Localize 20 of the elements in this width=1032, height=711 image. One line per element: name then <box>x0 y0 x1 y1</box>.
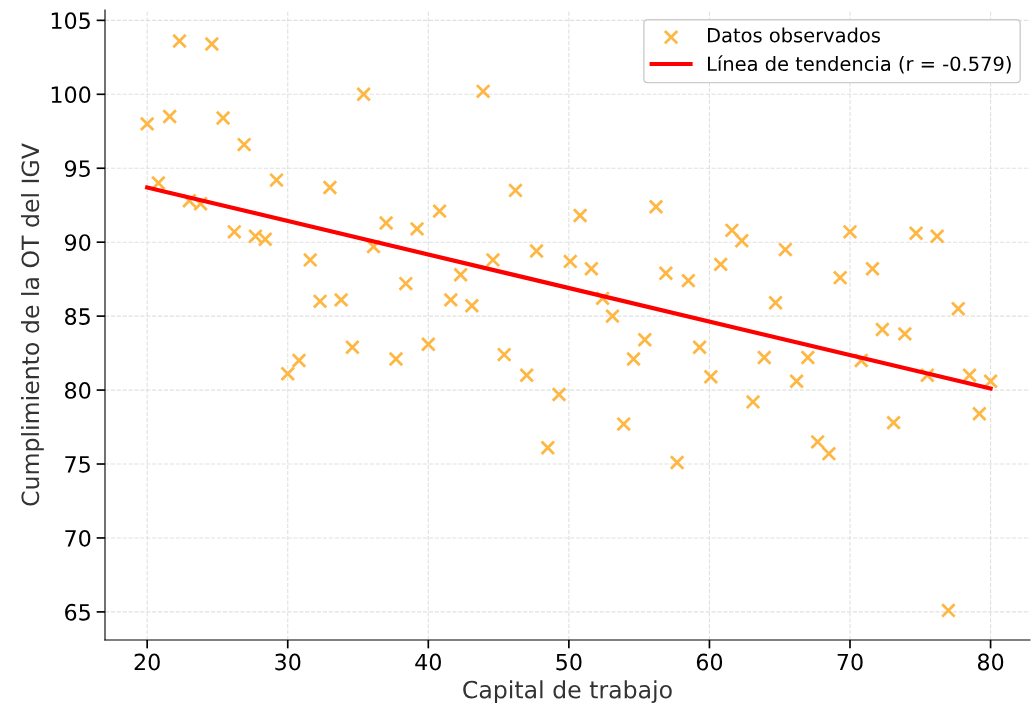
y-tick-label: 85 <box>65 308 90 325</box>
x-tick-label: 50 <box>556 653 582 671</box>
y-tick-label: 80 <box>65 382 91 399</box>
legend-label: Datos observados <box>708 27 880 43</box>
x-tick-label: 80 <box>977 653 1004 671</box>
y-tick-label: 90 <box>64 234 91 251</box>
x-axis-title: Capital de trabajo <box>463 680 672 704</box>
y-tick-label: 65 <box>65 603 90 621</box>
y-tick-label: 100 <box>51 86 91 104</box>
y-tick-label: 105 <box>51 12 90 30</box>
x-tick-label: 30 <box>275 653 301 671</box>
legend-label: Línea de tendencia (r = -0.579) <box>708 55 1011 74</box>
y-tick-label: 70 <box>65 529 91 547</box>
y-tick-label: 75 <box>65 456 90 473</box>
x-tick-label: 40 <box>415 653 441 671</box>
x-tick-label: 70 <box>837 653 863 671</box>
y-axis-title: Cumplimiento de la OT del IGV <box>20 143 44 506</box>
x-tick-label: 60 <box>696 653 723 671</box>
x-tick-label: 20 <box>134 653 160 671</box>
y-tick-label: 95 <box>64 160 90 177</box>
